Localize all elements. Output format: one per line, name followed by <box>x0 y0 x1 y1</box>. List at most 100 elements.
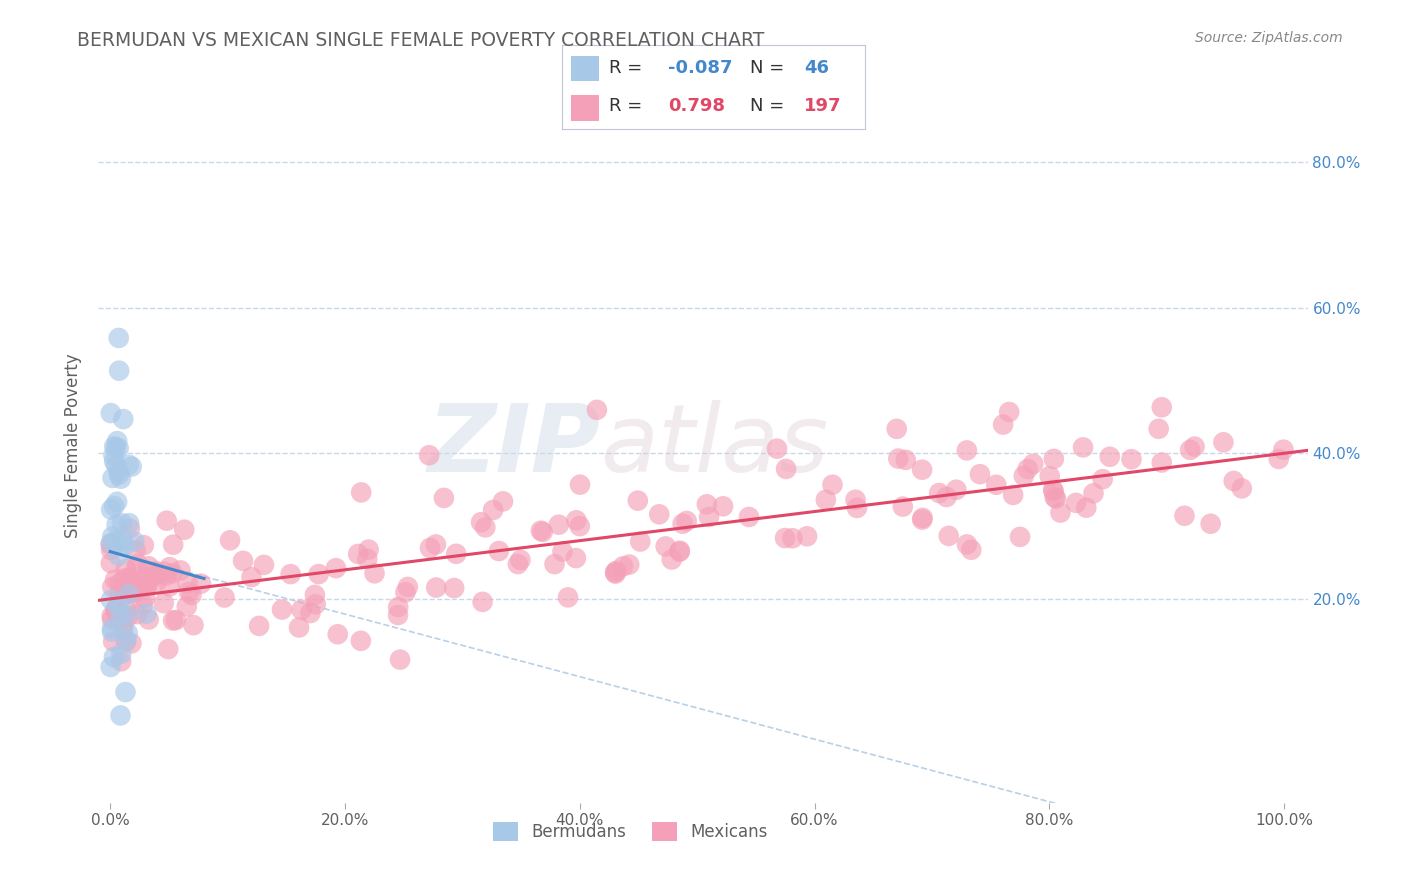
Point <box>159 560 181 574</box>
Point <box>146 574 169 589</box>
Point <box>136 578 159 592</box>
Point <box>991 417 1014 432</box>
Point <box>162 614 184 628</box>
Point <box>145 564 167 578</box>
Point <box>1043 451 1066 466</box>
Point <box>114 587 136 601</box>
Point <box>118 522 141 536</box>
Point <box>814 492 837 507</box>
Point <box>547 517 569 532</box>
Point <box>112 533 135 547</box>
Point <box>612 559 634 574</box>
Point <box>105 458 128 473</box>
Point <box>482 503 505 517</box>
Point <box>100 609 122 624</box>
Point <box>290 603 312 617</box>
Point <box>112 539 135 553</box>
Point <box>357 542 380 557</box>
Point <box>125 560 148 574</box>
Point <box>114 685 136 699</box>
Point <box>605 566 627 581</box>
Point <box>135 607 157 621</box>
Point <box>894 453 917 467</box>
Point <box>565 551 588 566</box>
Point <box>100 592 122 607</box>
Point <box>103 439 125 453</box>
Point <box>183 618 205 632</box>
Point <box>488 544 510 558</box>
Point <box>492 494 515 508</box>
Point <box>1272 442 1295 457</box>
Point <box>363 566 385 581</box>
Point <box>105 533 128 548</box>
Point <box>938 529 960 543</box>
Point <box>107 599 129 613</box>
Point <box>697 510 720 524</box>
Point <box>127 607 149 621</box>
Point <box>232 554 254 568</box>
Text: -0.087: -0.087 <box>668 59 733 77</box>
Point <box>1199 516 1222 531</box>
Point <box>654 540 676 554</box>
Text: 197: 197 <box>804 97 842 115</box>
Point <box>956 443 979 458</box>
Point <box>101 624 124 639</box>
Point <box>107 331 129 345</box>
Point <box>105 441 128 455</box>
Point <box>152 596 174 610</box>
Point <box>619 558 641 572</box>
Text: N =: N = <box>749 59 785 77</box>
Point <box>531 524 554 539</box>
Point <box>325 561 347 575</box>
Text: R =: R = <box>609 97 643 115</box>
Point <box>356 551 378 566</box>
Point <box>1230 482 1253 496</box>
Point <box>177 585 200 599</box>
Point <box>100 537 122 551</box>
Point <box>118 586 141 600</box>
Point <box>668 545 690 559</box>
Point <box>103 454 125 468</box>
Point <box>425 537 447 551</box>
Point <box>911 511 934 525</box>
Point <box>1150 456 1173 470</box>
Point <box>101 622 124 636</box>
Point <box>100 556 122 570</box>
Point <box>1173 508 1195 523</box>
Point <box>100 543 122 558</box>
Point <box>101 529 124 543</box>
Point <box>117 571 139 585</box>
Text: R =: R = <box>609 59 643 77</box>
Point <box>696 497 718 511</box>
Point <box>998 405 1021 419</box>
Point <box>162 566 184 581</box>
Point <box>387 600 409 615</box>
Point <box>557 591 579 605</box>
Point <box>675 514 697 528</box>
Point <box>219 533 242 548</box>
Point <box>108 586 131 600</box>
Point <box>304 588 326 602</box>
Point <box>156 514 179 528</box>
Point <box>648 508 671 522</box>
Point <box>586 402 609 417</box>
Point <box>569 477 592 491</box>
Point <box>110 608 132 623</box>
Point <box>418 448 440 462</box>
Point <box>1178 442 1201 457</box>
Point <box>1222 474 1244 488</box>
Point <box>509 553 531 567</box>
Point <box>105 495 128 509</box>
Point <box>132 598 155 612</box>
Point <box>1121 452 1143 467</box>
Point <box>565 513 588 527</box>
Point <box>143 569 166 583</box>
Point <box>118 587 141 601</box>
Point <box>115 607 138 622</box>
Point <box>551 544 574 558</box>
Point <box>108 364 131 378</box>
Point <box>603 566 626 580</box>
Point <box>103 448 125 462</box>
Text: Source: ZipAtlas.com: Source: ZipAtlas.com <box>1195 31 1343 45</box>
Point <box>1008 530 1031 544</box>
